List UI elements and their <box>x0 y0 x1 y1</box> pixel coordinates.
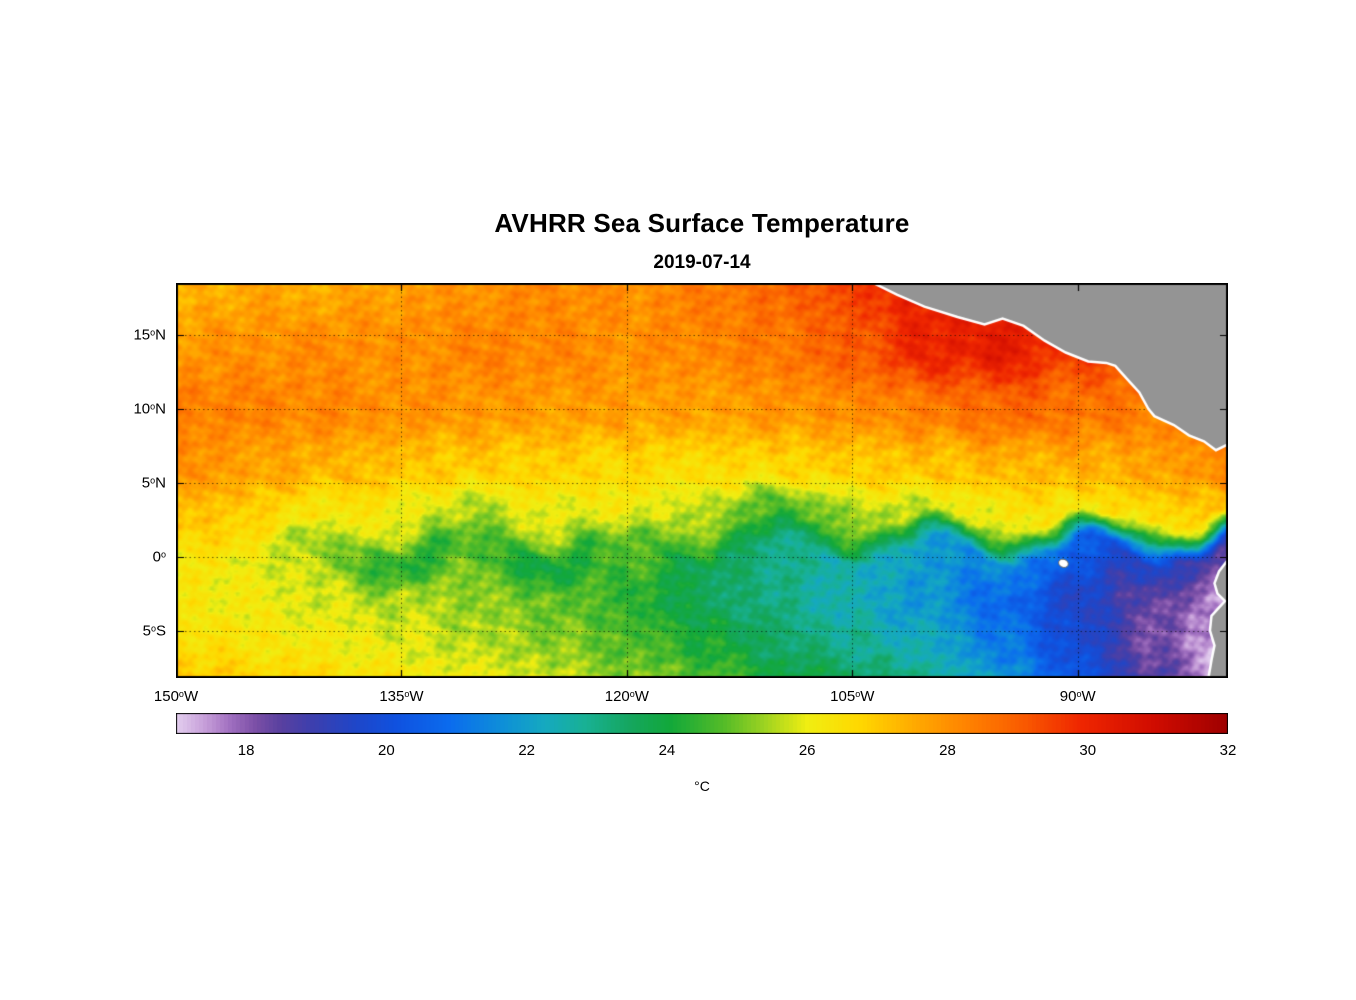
degree-symbol: o <box>150 327 156 338</box>
degree-symbol: o <box>629 688 635 699</box>
x-tick-label: 135oW <box>379 688 423 705</box>
tick-num: 15 <box>133 326 151 344</box>
degree-symbol: o <box>150 401 156 412</box>
tick-hem: W <box>1081 688 1096 705</box>
colorbar-tick-label: 32 <box>1219 742 1237 759</box>
degree-symbol: o <box>160 549 166 560</box>
tick-num: 135 <box>379 688 405 705</box>
tick-num: 0 <box>152 548 161 566</box>
tick-num: 10 <box>133 400 151 418</box>
map-plot <box>176 283 1228 678</box>
tick-hem: N <box>155 474 166 492</box>
y-tick-label: 5oS <box>143 622 166 639</box>
tick-num: 5 <box>141 474 151 492</box>
x-tick-label: 120oW <box>605 688 649 705</box>
tick-hem: W <box>860 688 875 705</box>
degree-symbol: o <box>178 688 184 699</box>
colorbar <box>176 713 1228 734</box>
degree-symbol: o <box>150 475 156 486</box>
tick-num: 150 <box>153 688 179 705</box>
degree-symbol: o <box>1076 688 1082 699</box>
degree-symbol: o <box>404 688 410 699</box>
chart-title: AVHRR Sea Surface Temperature <box>494 208 910 238</box>
colorbar-tick-label: 26 <box>798 742 816 759</box>
tick-hem: N <box>155 400 166 418</box>
x-tick-label: 150oW <box>154 688 198 705</box>
tick-num: 120 <box>604 688 630 705</box>
tick-hem: S <box>155 622 166 640</box>
colorbar-tick-label: 20 <box>378 742 395 759</box>
tick-hem: W <box>634 688 649 705</box>
colorbar-tick-label: 30 <box>1079 742 1097 759</box>
y-tick-label: 0o <box>153 548 166 565</box>
tick-hem: W <box>183 688 199 705</box>
tick-num: 105 <box>830 688 856 705</box>
tick-hem: W <box>409 688 424 705</box>
colorbar-tick-label: 22 <box>518 742 535 759</box>
colorbar-tick-label: 18 <box>237 742 255 759</box>
x-tick-label: 90oW <box>1060 688 1096 705</box>
degree-symbol: o <box>855 688 861 699</box>
chart-subtitle: 2019-07-14 <box>653 252 751 273</box>
map-overlay-canvas <box>176 283 1228 678</box>
x-tick-label: 105oW <box>830 688 874 705</box>
y-tick-label: 5oN <box>142 474 166 491</box>
tick-num: 5 <box>142 622 151 640</box>
tick-num: 90 <box>1059 688 1077 705</box>
colorbar-unit-label: °C <box>694 778 710 794</box>
colorbar-tick-label: 28 <box>939 742 956 759</box>
y-tick-label: 10oN <box>133 400 166 417</box>
colorbar-tick-label: 24 <box>658 742 676 759</box>
tick-hem: N <box>155 326 166 344</box>
y-tick-label: 15oN <box>133 326 166 343</box>
degree-symbol: o <box>150 623 156 634</box>
